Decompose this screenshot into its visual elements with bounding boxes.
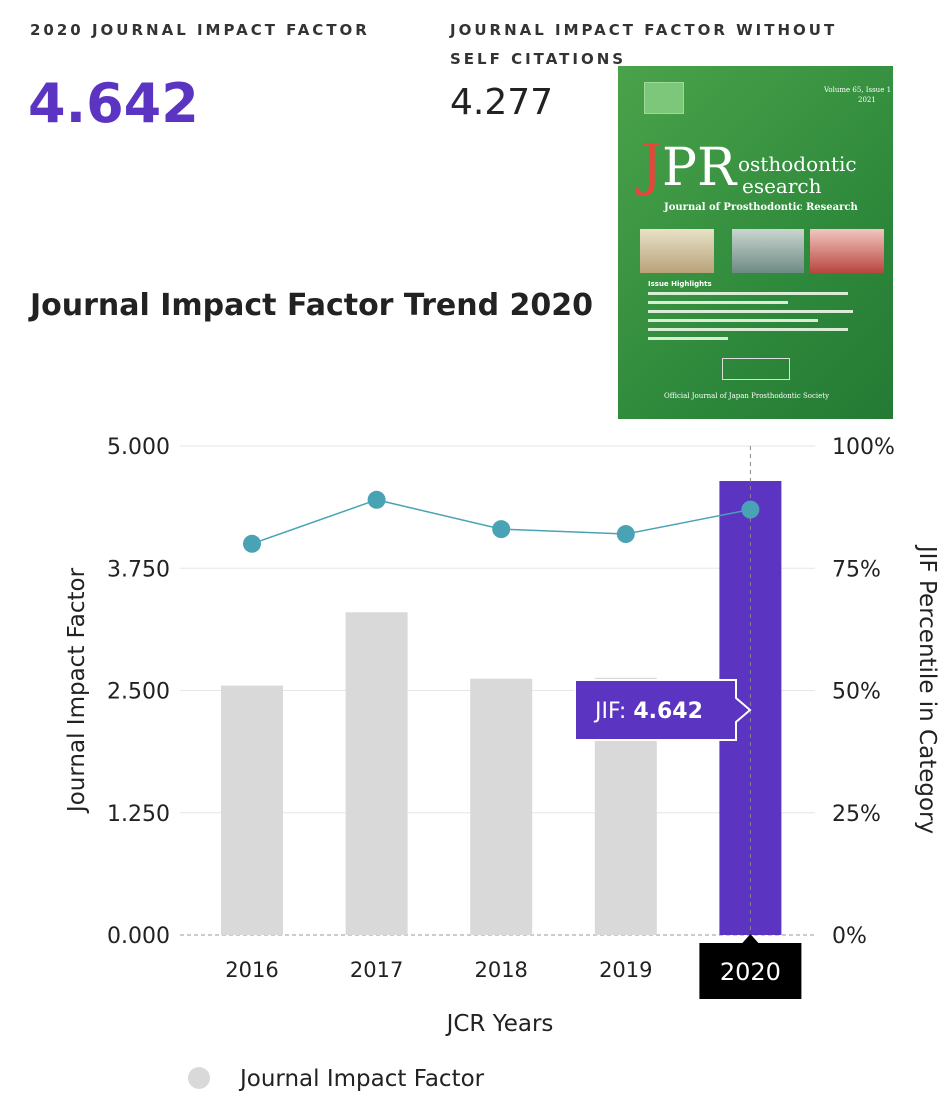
x-axis-tick-labels: 2016 2017 2018 2019 2020 — [225, 934, 802, 999]
tooltip-text: JIF: 4.642 — [593, 699, 703, 724]
y-tick-label: 1.250 — [107, 802, 170, 827]
x-tick-label: 2017 — [350, 958, 403, 982]
cover-issn-box — [722, 358, 790, 380]
jif-tooltip: JIF: 4.642 — [574, 679, 752, 741]
cover-logo-j: J — [640, 133, 663, 198]
y2-tick-label: 75% — [832, 557, 881, 582]
percentile-point-2019[interactable] — [616, 525, 635, 544]
cover-highlights-title: Issue Highlights — [648, 280, 712, 288]
cover-logo-top: osthodontic — [738, 152, 857, 176]
x-tick-label: 2016 — [225, 958, 278, 982]
y-tick-label: 5.000 — [107, 435, 170, 460]
percentile-point-2020[interactable] — [741, 500, 760, 519]
percentile-point-2016[interactable] — [243, 534, 261, 553]
cover-volume: Volume 65, Issue 1 — [824, 86, 892, 94]
x-axis-label: JCR Years — [445, 1011, 554, 1037]
legend-label: Journal Impact Factor — [238, 1066, 485, 1092]
y-tick-label: 3.750 — [107, 557, 170, 582]
percentile-line-series — [243, 490, 760, 553]
bar-2017[interactable] — [345, 612, 408, 935]
y-axis-label: Journal Impact Factor — [64, 567, 90, 814]
cover-logo-bottom: esearch — [742, 174, 822, 198]
y2-axis-label: JIF Percentile in Category — [914, 544, 940, 834]
jif-label: 2020 JOURNAL IMPACT FACTOR — [30, 21, 370, 39]
jif-value: 4.642 — [28, 72, 199, 135]
y2-tick-label: 100% — [832, 435, 895, 460]
x-tick-label: 2020 — [720, 958, 781, 986]
y2-tick-label: 25% — [832, 802, 881, 827]
cover-footer: Official Journal of Japan Prosthodontic … — [664, 392, 830, 400]
x-tick-highlight-box — [699, 943, 802, 999]
y-axis-tick-labels: 0.000 1.250 2.500 3.750 5.000 — [107, 435, 170, 949]
tooltip-value: 4.642 — [633, 699, 703, 724]
cover-photo-1 — [640, 229, 714, 273]
y-tick-label: 2.500 — [107, 680, 170, 705]
cover-logo-mark — [644, 82, 684, 114]
legend-marker — [188, 1067, 210, 1089]
cover-photo-2 — [732, 229, 804, 273]
y2-tick-label: 50% — [832, 680, 881, 705]
y-tick-label: 0.000 — [107, 924, 170, 949]
bar-2016[interactable] — [221, 685, 283, 935]
x-tick-label: 2018 — [474, 958, 527, 982]
journal-cover-image: Volume 65, Issue 1 2021 J PR osthodontic… — [618, 66, 893, 419]
percentile-point-2017[interactable] — [367, 490, 386, 509]
percentile-point-2018[interactable] — [492, 520, 511, 539]
cover-highlights-lines — [648, 292, 858, 340]
x-tick-highlight-pointer — [742, 934, 759, 943]
bar-2018[interactable] — [470, 678, 533, 935]
x-tick-label: 2019 — [599, 958, 652, 982]
trend-title: Journal Impact Factor Trend 2020 — [30, 288, 593, 323]
cover-subtitle: Journal of Prosthodontic Research — [664, 202, 858, 213]
y2-tick-label: 0% — [832, 924, 867, 949]
tooltip-prefix: JIF: — [593, 699, 633, 724]
cover-logo-pr: PR — [662, 138, 737, 198]
y2-axis-tick-labels: 0% 25% 50% 75% 100% — [832, 435, 895, 949]
jif-without-self-citations-label: JOURNAL IMPACT FACTOR WITHOUT SELF CITAT… — [450, 21, 838, 68]
jif-without-self-citations-value: 4.277 — [450, 82, 554, 123]
legend: Journal Impact Factor — [188, 1066, 485, 1092]
cover-year: 2021 — [858, 96, 876, 104]
cover-photo-3 — [810, 229, 884, 273]
